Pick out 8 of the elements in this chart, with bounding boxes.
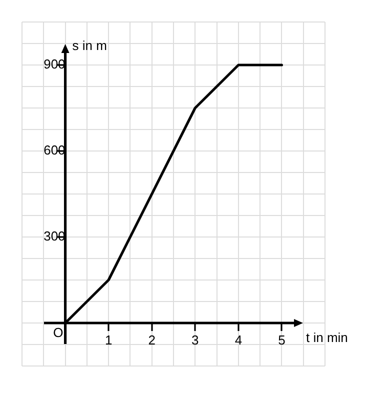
- x-tick-label: 1: [104, 332, 112, 348]
- x-tick-label: 5: [278, 332, 286, 348]
- x-tick-label: 2: [148, 332, 156, 348]
- y-axis-title: s in m: [72, 38, 107, 54]
- x-tick-label: 4: [234, 332, 242, 348]
- x-axis-title: t in min: [306, 330, 348, 346]
- x-tick-label: 3: [192, 332, 199, 348]
- annotation: O: [53, 325, 64, 340]
